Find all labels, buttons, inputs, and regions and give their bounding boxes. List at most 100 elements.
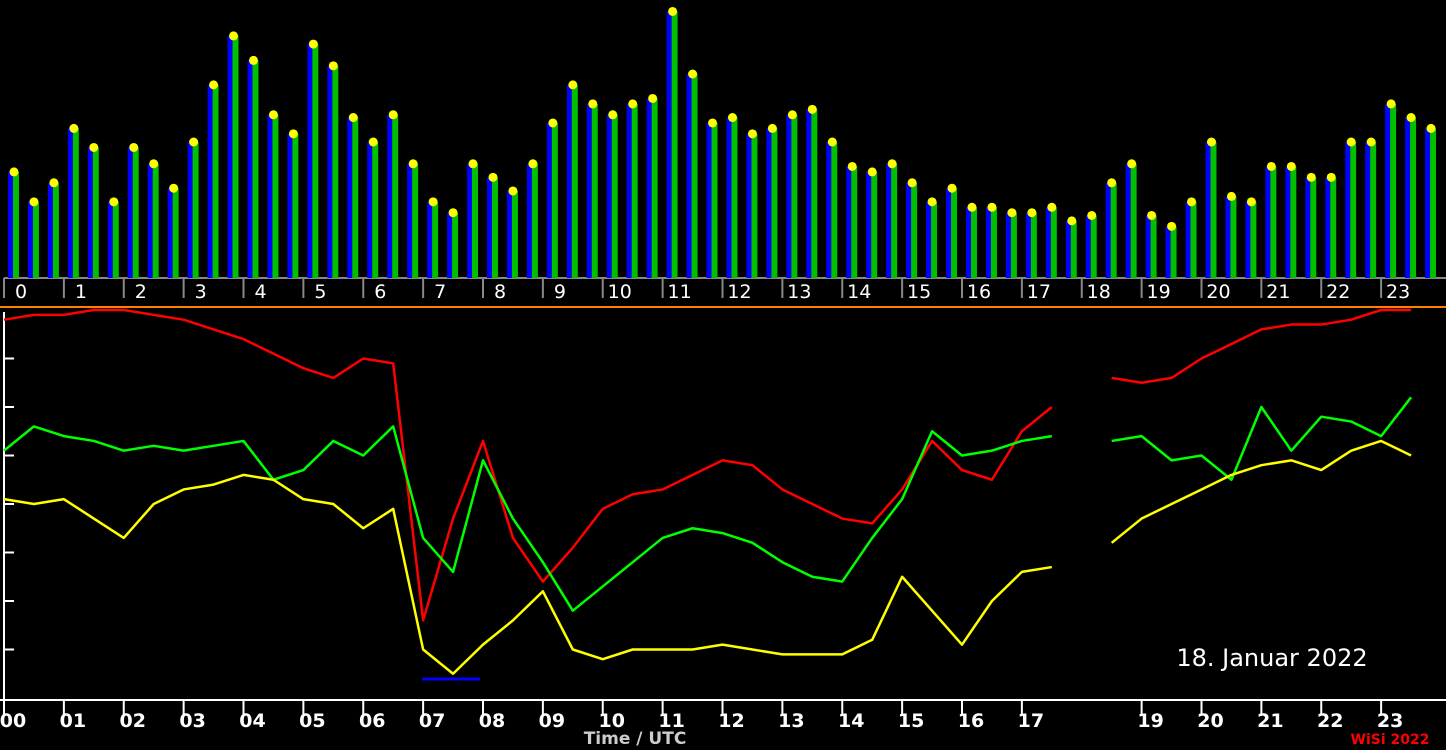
bar bbox=[407, 159, 419, 278]
bar-body bbox=[691, 74, 698, 278]
x-tick-label: 17 bbox=[1018, 710, 1044, 732]
bar bbox=[447, 208, 459, 278]
bar-edge bbox=[1205, 142, 1211, 278]
bar-body bbox=[851, 166, 858, 278]
bar-marker bbox=[827, 137, 837, 147]
bar-marker bbox=[708, 118, 718, 128]
x-tick-label: 19 bbox=[1147, 281, 1171, 303]
bar-body bbox=[591, 103, 598, 278]
bar bbox=[1285, 161, 1297, 278]
bar-edge bbox=[187, 142, 193, 278]
bar-body bbox=[72, 128, 79, 278]
x-tick-label: 14 bbox=[847, 281, 871, 303]
bar-edge bbox=[985, 207, 991, 278]
bar bbox=[1025, 208, 1037, 278]
bar-edge bbox=[866, 171, 872, 278]
bar-marker bbox=[1286, 161, 1296, 171]
bar-edge bbox=[1305, 177, 1311, 278]
bar bbox=[906, 178, 918, 278]
x-tick-label: 12 bbox=[727, 281, 751, 303]
bar-edge bbox=[686, 74, 692, 278]
bar-body bbox=[491, 177, 498, 278]
bar-body bbox=[392, 114, 399, 278]
data-line bbox=[3, 473, 1053, 675]
bar-edge bbox=[1005, 212, 1011, 278]
x-tick-label: 21 bbox=[1257, 710, 1283, 732]
bar bbox=[387, 110, 399, 278]
bar-body bbox=[112, 201, 119, 278]
bar bbox=[1245, 197, 1257, 278]
bar bbox=[985, 202, 997, 278]
bar-edge bbox=[1405, 117, 1411, 279]
bar-edge bbox=[1245, 201, 1251, 278]
bar-marker bbox=[109, 197, 119, 207]
x-tick-label: 7 bbox=[434, 281, 446, 303]
bar bbox=[327, 61, 339, 278]
bar-edge bbox=[746, 133, 752, 278]
bar-marker bbox=[348, 113, 358, 123]
x-tick-label: 0 bbox=[15, 281, 27, 303]
x-tick-label: 13 bbox=[787, 281, 811, 303]
data-line bbox=[1111, 308, 1412, 384]
bar-edge bbox=[1365, 142, 1371, 278]
bar-marker bbox=[887, 159, 897, 169]
bar-body bbox=[452, 212, 459, 278]
bar-body bbox=[731, 117, 738, 279]
bar-marker bbox=[49, 178, 59, 188]
bar-edge bbox=[1025, 212, 1031, 278]
bar-marker bbox=[588, 99, 598, 109]
bar-body bbox=[1310, 177, 1317, 278]
bar-body bbox=[132, 147, 139, 278]
bar-marker bbox=[448, 208, 458, 218]
bar-body bbox=[1290, 166, 1297, 278]
bar bbox=[1165, 221, 1177, 278]
bar-marker bbox=[1067, 216, 1077, 226]
bar-body bbox=[771, 128, 778, 278]
bar-marker bbox=[29, 197, 39, 207]
bar bbox=[227, 31, 239, 278]
bar-marker bbox=[1187, 197, 1197, 207]
bar-marker bbox=[807, 104, 817, 114]
bar-body bbox=[192, 142, 199, 278]
bar-edge bbox=[806, 109, 812, 278]
x-tick-label: 10 bbox=[608, 281, 632, 303]
bar-edge bbox=[347, 117, 353, 279]
x-tick-label: 3 bbox=[195, 281, 207, 303]
bar-edge bbox=[906, 182, 912, 278]
bar bbox=[87, 142, 99, 278]
bar-body bbox=[631, 103, 638, 278]
bar-marker bbox=[508, 186, 518, 196]
bar bbox=[606, 110, 618, 278]
bar bbox=[1205, 137, 1217, 278]
x-tick-label: 23 bbox=[1386, 281, 1410, 303]
x-axis-label: Time / UTC bbox=[584, 729, 687, 749]
bar-edge bbox=[766, 128, 772, 278]
bar-marker bbox=[907, 178, 917, 188]
bar-body bbox=[1010, 212, 1017, 278]
bar bbox=[267, 110, 279, 278]
bar-marker bbox=[129, 142, 139, 152]
bar-body bbox=[970, 207, 977, 278]
bar bbox=[566, 80, 578, 278]
bar-body bbox=[352, 117, 359, 279]
bar-marker bbox=[1346, 137, 1356, 147]
bar-edge bbox=[467, 163, 473, 278]
bar-marker bbox=[1226, 191, 1236, 201]
bar-marker bbox=[288, 129, 298, 139]
bar bbox=[786, 110, 798, 278]
bar-edge bbox=[1125, 163, 1131, 278]
bar-edge bbox=[1325, 177, 1331, 278]
bar bbox=[706, 118, 718, 279]
bar-marker bbox=[568, 80, 578, 90]
bar-marker bbox=[468, 159, 478, 169]
bar bbox=[666, 6, 678, 278]
bar bbox=[67, 123, 79, 278]
bar-marker bbox=[867, 167, 877, 177]
bar-body bbox=[511, 190, 518, 278]
bar-edge bbox=[1345, 142, 1351, 278]
bar-body bbox=[372, 142, 379, 278]
bar bbox=[1005, 208, 1017, 278]
bar-edge bbox=[7, 171, 13, 278]
bar-body bbox=[551, 122, 558, 279]
